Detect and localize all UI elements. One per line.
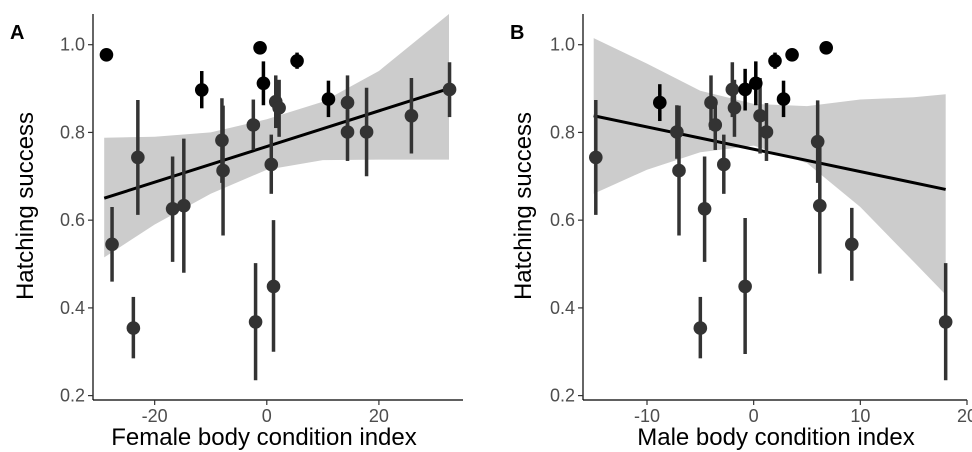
panel-b-trend-line	[593, 114, 946, 191]
panel-a-data-point	[266, 279, 281, 294]
panel-a-data-point	[442, 82, 457, 97]
panel-a-data-point	[194, 83, 209, 97]
panel-b-y-tick-label: 0.6	[550, 210, 575, 230]
panel-a-data-point	[126, 321, 141, 335]
panel-a-data-point	[404, 108, 419, 123]
panel-b-data-point	[810, 134, 825, 149]
panel-a-x-tick-label: 20	[369, 406, 389, 426]
panel-b-data-point	[776, 92, 791, 106]
panel-a-data-point	[359, 125, 374, 139]
panel-b-y-tick-label: 0.4	[550, 298, 575, 318]
panel-b-data-point	[708, 118, 723, 132]
panel-b-x-tick-label: 0	[749, 406, 759, 426]
panel-a-data-point	[340, 125, 355, 139]
panel-b-data-point	[785, 47, 799, 62]
panel-a: A 0.2 0.4 0.6 0.8 1.0 -20 0 20 Female body cond…	[10, 14, 463, 451]
panel-a-x-tick-label: -20	[142, 406, 168, 426]
panel-a-data-point	[272, 101, 286, 115]
panel-b-data-point	[738, 279, 752, 294]
panel-a-y-tick-label: 0.4	[60, 298, 85, 318]
panel-a-data-point	[264, 157, 279, 172]
panel-a-x-tick-label: 0	[262, 406, 272, 426]
panel-a-data-point	[256, 76, 271, 91]
panel-a-y-axis-title: Hatching success	[12, 112, 39, 300]
panel-b-confidence-band	[593, 38, 946, 295]
panel-b-data-point	[749, 76, 763, 91]
panel-b-x-tick-label: 20	[957, 406, 972, 426]
panel-a-y-tick-label: 0.8	[60, 122, 85, 142]
panel-b-y-tick-label: 0.8	[550, 122, 575, 142]
panel-b-data-point	[727, 101, 742, 115]
panel-b-data-point	[697, 201, 712, 216]
panel-b-data-point	[768, 54, 782, 68]
panel-b-data-point	[845, 237, 859, 252]
panel-b-data-point	[753, 108, 767, 123]
panel-a-x-axis-title: Female body condition index	[111, 424, 417, 451]
panel-a-y-tick-label: 0.6	[60, 210, 85, 230]
panel-a-y-tick-label: 0.2	[60, 386, 85, 406]
panel-b-data-point	[704, 95, 718, 110]
panel-a-data-point	[216, 163, 230, 178]
panel-b: B 0.2 0.4 0.6 0.8 1.0 -10 0 10 20 Male body cond…	[510, 14, 972, 451]
panel-b-data-point	[653, 95, 667, 110]
panel-b-y-tick-label: 1.0	[550, 35, 575, 55]
panel-b-x-axis-title: Male body condition index	[637, 424, 915, 451]
panel-a-data-point	[246, 118, 261, 132]
panel-a-data-point	[340, 95, 355, 110]
panel-b-data-point	[589, 150, 603, 165]
panel-b-y-axis-title: Hatching success	[510, 112, 537, 300]
panel-a-data-point	[290, 54, 304, 68]
panel-b-x-tick-label: 10	[850, 406, 870, 426]
panel-a-data-point	[131, 150, 145, 165]
panel-b-data-point	[693, 321, 708, 335]
panel-b-data-point	[670, 125, 684, 139]
panel-b-data-point	[738, 82, 752, 97]
panel-b-label: B	[510, 22, 524, 44]
panel-a-y-tick-label: 1.0	[60, 35, 85, 55]
panel-b-data-point	[819, 40, 833, 55]
panel-b-data-point	[938, 315, 953, 329]
panel-a-label: A	[10, 22, 24, 44]
panel-b-data-point	[725, 82, 740, 97]
panel-a-data-point	[177, 198, 191, 213]
panel-b-data-point	[717, 157, 731, 172]
panel-b-data-point	[759, 125, 774, 139]
panel-a-trend-line	[103, 87, 450, 200]
panel-b-x-tick-label: -10	[634, 406, 660, 426]
panel-a-confidence-band	[104, 14, 449, 258]
panel-a-data-point	[321, 92, 336, 106]
panel-a-data-point	[248, 315, 263, 329]
panel-a-data-point	[105, 237, 119, 252]
panel-a-data-point	[253, 40, 267, 55]
panel-b-y-tick-label: 0.2	[550, 386, 575, 406]
panel-a-data-point	[99, 47, 114, 62]
panel-a-data-point	[215, 133, 229, 148]
panel-b-data-point	[813, 198, 827, 213]
panel-a-data-point	[165, 201, 180, 216]
panel-b-data-point	[672, 163, 686, 178]
